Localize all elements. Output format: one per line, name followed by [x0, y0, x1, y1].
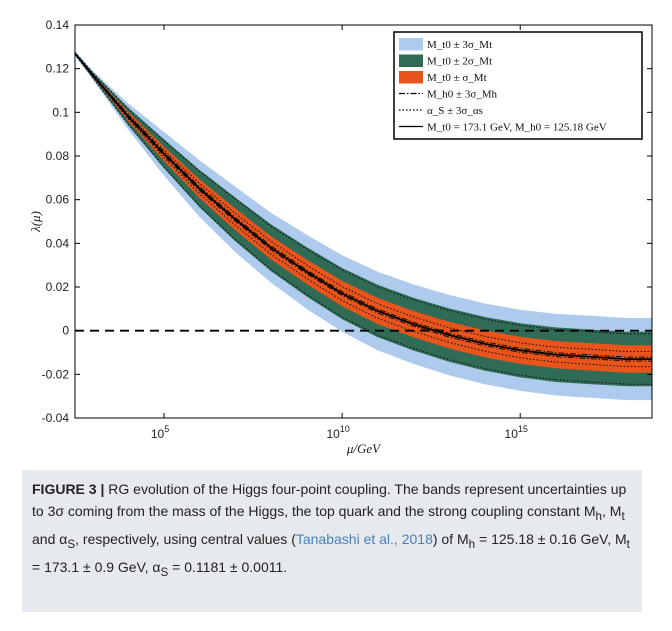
legend-swatch — [399, 38, 423, 51]
legend-label: M_t0 ± σ_Mt — [427, 72, 487, 84]
y-tick-label: 0.1 — [52, 105, 69, 119]
legend-swatch — [399, 71, 423, 84]
legend-label: M_t0 ± 3σ_Mt — [427, 39, 492, 51]
y-tick-label: 0.06 — [46, 193, 70, 207]
x-tick-label: 1010 — [326, 424, 349, 441]
legend-label: M_t0 ± 2σ_Mt — [427, 56, 492, 68]
chart-figure: 0.14 0.12 0.1 0.08 0.06 0.04 0.02 0 -0.02 -0.04 10… — [28, 18, 653, 456]
caption-label: FIGURE 3 | — [32, 481, 105, 497]
caption-text: = 173.1 ± 0.9 GeV, α — [32, 558, 161, 575]
central-line — [74, 52, 652, 360]
caption-text: , M — [601, 503, 622, 519]
alpha-s-line — [74, 53, 652, 368]
caption-text: and α — [32, 530, 68, 547]
y-axis-label: λ(μ) — [28, 211, 43, 233]
x-tick-label: 105 — [151, 424, 169, 441]
band-1 — [75, 51, 652, 401]
y-tick-label: 0 — [62, 324, 69, 338]
legend: M_t0 ± 3σ_Mt M_t0 ± 2σ_Mt M_t0 ± σ_Mt M_h0 … — [393, 31, 643, 140]
caption-text: RG evolution of the Higgs four-point cou… — [32, 481, 627, 519]
alpha-s-line — [74, 54, 652, 385]
caption-sub: S — [67, 537, 76, 551]
caption-sub: S — [160, 565, 169, 579]
x-tick-label: 1015 — [505, 424, 528, 441]
alpha-s-line — [74, 52, 652, 352]
y-tick-label: 0.08 — [46, 149, 70, 163]
figure-caption-box: FIGURE 3 | RG evolution of the Higgs fou… — [22, 470, 642, 612]
figure-caption: FIGURE 3 | RG evolution of the Higgs fou… — [32, 478, 634, 583]
caption-citation-link[interactable]: Tanabashi et al., 2018 — [295, 530, 433, 547]
caption-sub: t — [621, 509, 625, 523]
y-tick-label: -0.04 — [42, 411, 70, 425]
caption-sub: h — [468, 537, 476, 551]
caption-sub: t — [626, 537, 630, 551]
caption-text: , respectively, using central values ( — [75, 530, 296, 547]
y-tick-label: 0.12 — [46, 62, 70, 76]
y-tick-label: 0.02 — [46, 280, 70, 294]
caption-sub: h — [595, 509, 602, 523]
caption-text: = 125.18 ± 0.16 GeV, M — [475, 530, 627, 547]
band-3 — [75, 52, 652, 373]
x-axis-label: μ/GeV — [346, 441, 382, 456]
mh-line — [74, 52, 652, 358]
caption-text: ) of M — [432, 530, 469, 547]
uncertainty-bands — [75, 51, 652, 401]
mh-line — [74, 53, 652, 362]
curve-lines — [74, 51, 652, 385]
y-tick-label: 0.04 — [46, 236, 70, 250]
legend-label: M_t0 = 173.1 GeV, M_h0 = 125.18 GeV — [427, 122, 607, 134]
y-tick-label: -0.02 — [42, 367, 70, 381]
caption-text: = 0.1181 ± 0.0011. — [168, 558, 288, 575]
legend-swatch — [399, 54, 423, 67]
legend-label: α_S ± 3σ_αs — [427, 105, 483, 117]
legend-label: M_h0 ± 3σ_Mh — [427, 89, 498, 101]
plot-frame — [74, 24, 653, 419]
legend-box — [393, 31, 643, 140]
y-tick-label: 0.14 — [46, 18, 70, 32]
